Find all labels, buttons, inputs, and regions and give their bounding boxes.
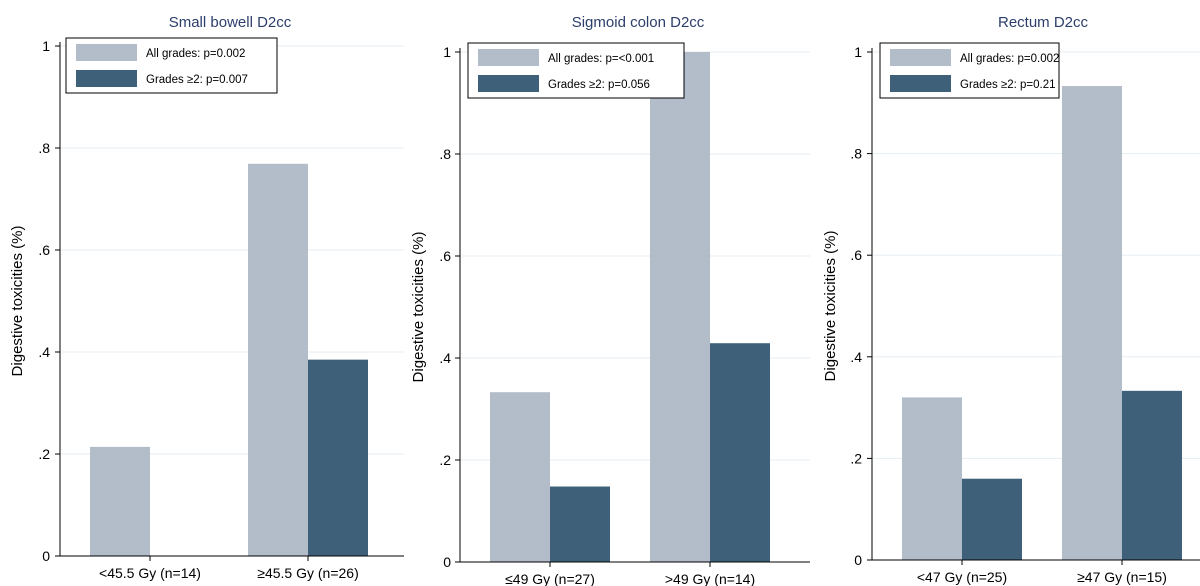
- legend-swatch-grades-ge2: [890, 75, 951, 92]
- bar-grades-ge2: [1122, 390, 1182, 560]
- bar-grades-ge2: [308, 359, 368, 556]
- chart-rectum: 0 .2 .4 .6 .8 1 <47 Gy (n=25) ≥47 Gy (n=15) Rect…: [822, 14, 1200, 585]
- y-axis-label: Digestive toxicities (%): [410, 232, 427, 383]
- legend-swatch-all-grades: [76, 44, 137, 61]
- y-tick-label: 0: [42, 548, 50, 564]
- y-tick-label: .2: [850, 450, 862, 466]
- y-axis-label: Digestive toxicities (%): [822, 231, 839, 382]
- y-tick-label: .8: [850, 146, 862, 162]
- bar-all-grades: [902, 397, 962, 560]
- chart-small-bowel: 0 .2 .4 .6 .8 1 <45.5 Gy (n=14) ≥45.5 Gy (n=26)…: [9, 14, 404, 581]
- legend-label-grades-ge2: Grades ≥2: p=0.21: [960, 79, 1056, 91]
- y-tick-label: .6: [439, 248, 451, 264]
- legend-swatch-grades-ge2: [478, 75, 539, 92]
- chart-title: Rectum D2cc: [998, 14, 1089, 31]
- legend-label-grades-ge2: Grades ≥2: p=0.007: [146, 74, 248, 86]
- y-tick-label: 1: [42, 38, 50, 54]
- bar-all-grades: [490, 392, 550, 562]
- y-tick-label: .8: [38, 140, 50, 156]
- x-tick-label: ≥45.5 Gy (n=26): [257, 565, 358, 581]
- x-tick-label: >49 Gy (n=14): [665, 571, 755, 586]
- x-tick-label: <47 Gy (n=25): [917, 569, 1007, 585]
- y-tick-label: .4: [38, 344, 50, 360]
- bar-grades-ge2: [962, 478, 1022, 560]
- legend-label-all-grades: All grades: p=<0.001: [548, 53, 654, 65]
- bar-grades-ge2: [710, 343, 770, 562]
- chart-panel-sigmoid-colon: 0 .2 .4 .6 .8 1 ≤49 Gy (n=27) >49 Gy (n=14) Sigm…: [405, 0, 815, 586]
- y-tick-label: 1: [854, 44, 862, 60]
- chart-panel-small-bowel: 0 .2 .4 .6 .8 1 <45.5 Gy (n=14) ≥45.5 Gy (n=26)…: [0, 0, 405, 586]
- legend-swatch-all-grades: [890, 49, 951, 66]
- bar-grades-ge2: [550, 486, 610, 562]
- y-tick-label: .4: [850, 349, 862, 365]
- legend-swatch-grades-ge2: [76, 70, 137, 87]
- y-tick-label: .6: [38, 242, 50, 258]
- legend-label-all-grades: All grades: p=0.002: [146, 48, 245, 60]
- y-tick-label: .2: [439, 452, 451, 468]
- y-tick-label: 0: [854, 552, 862, 568]
- legend-swatch-all-grades: [478, 49, 539, 66]
- y-tick-label: 0: [443, 554, 451, 570]
- bar-all-grades: [1062, 86, 1122, 560]
- y-axis-label: Digestive toxicities (%): [9, 226, 26, 377]
- y-tick-label: .4: [439, 350, 451, 366]
- bar-all-grades: [650, 52, 710, 562]
- chart-panel-rectum: 0 .2 .4 .6 .8 1 <47 Gy (n=25) ≥47 Gy (n=15) Rect…: [815, 0, 1200, 586]
- chart-sigmoid-colon: 0 .2 .4 .6 .8 1 ≤49 Gy (n=27) >49 Gy (n=14) Sigm…: [410, 14, 810, 586]
- x-tick-label: ≤49 Gy (n=27): [505, 571, 595, 586]
- y-tick-label: .2: [38, 446, 50, 462]
- chart-title: Sigmoid colon D2cc: [572, 14, 705, 31]
- legend-label-all-grades: All grades: p=0.002: [960, 53, 1059, 65]
- x-tick-label: ≥47 Gy (n=15): [1077, 569, 1167, 585]
- chart-title: Small bowell D2cc: [169, 14, 292, 31]
- y-tick-label: .6: [850, 247, 862, 263]
- bar-all-grades: [248, 163, 308, 556]
- bar-all-grades: [90, 446, 150, 556]
- y-tick-label: 1: [443, 44, 451, 60]
- legend-label-grades-ge2: Grades ≥2: p=0.056: [548, 79, 650, 91]
- x-tick-label: <45.5 Gy (n=14): [99, 565, 201, 581]
- y-tick-label: .8: [439, 146, 451, 162]
